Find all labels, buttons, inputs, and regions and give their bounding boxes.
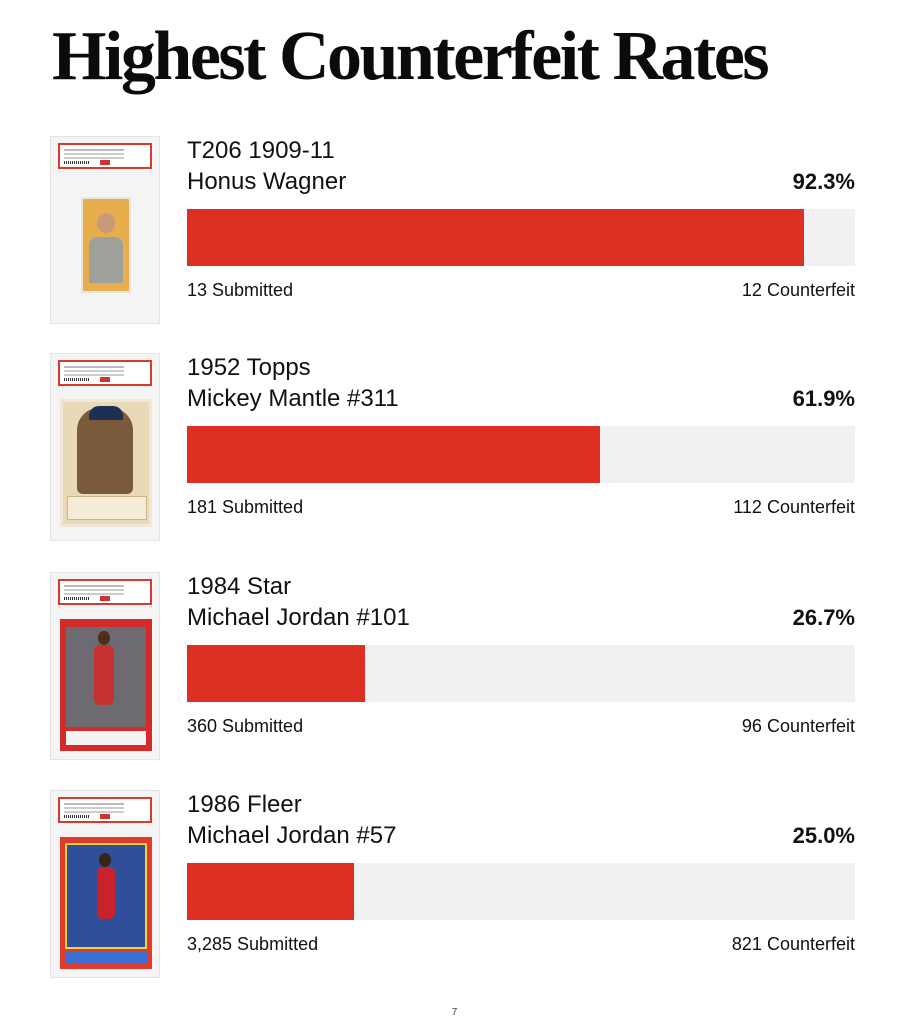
card-name-line2: Mickey Mantle #311 — [187, 385, 399, 412]
graded-card-image — [50, 790, 160, 978]
bar-track — [187, 863, 855, 920]
counterfeit-count: 12 Counterfeit — [741, 280, 855, 300]
grading-label — [58, 143, 152, 169]
grading-label — [58, 797, 152, 823]
submitted-count: 13 Submitted — [187, 280, 294, 300]
card-artwork — [60, 837, 152, 969]
card-name-line2: Michael Jordan #101 — [187, 604, 410, 631]
counterfeit-count: 96 Counterfeit — [741, 716, 855, 736]
card-artwork — [60, 619, 152, 751]
counterfeit-count: 112 Counterfeit — [733, 497, 855, 517]
card-name-line1: T206 1909-11 — [187, 137, 335, 164]
counterfeit-percent: 61.9% — [792, 386, 855, 411]
card-name-line1: 1984 Star — [187, 573, 292, 600]
card-name-line2: Honus Wagner — [187, 168, 347, 195]
counterfeit-percent: 92.3% — [792, 169, 855, 194]
page-number: 7 — [451, 1007, 458, 1018]
bar-track — [187, 209, 855, 266]
bar-fill — [187, 209, 804, 266]
bar-fill — [187, 426, 601, 483]
card-row-mickey-mantle: 1952 Topps Mickey Mantle #311 61.9% 181 … — [0, 353, 909, 553]
card-artwork — [60, 399, 152, 527]
page-title: Highest Counterfeit Rates — [52, 18, 770, 95]
card-name-line2: Michael Jordan #57 — [187, 822, 397, 849]
counterfeit-percent: 25.0% — [792, 823, 855, 848]
card-row-jordan-fleer: 1986 Fleer Michael Jordan #57 25.0% 3,28… — [0, 790, 909, 990]
graded-card-image — [50, 572, 160, 760]
submitted-count: 181 Submitted — [187, 497, 304, 517]
graded-card-image — [50, 353, 160, 541]
card-row-jordan-star: 1984 Star Michael Jordan #101 26.7% 360 … — [0, 572, 909, 772]
bar-fill — [187, 645, 366, 702]
grading-label — [58, 360, 152, 386]
grading-label — [58, 579, 152, 605]
card-name-line1: 1986 Fleer — [187, 791, 302, 818]
submitted-count: 3,285 Submitted — [187, 934, 319, 954]
card-artwork — [81, 197, 131, 293]
card-row-honus-wagner: T206 1909-11 Honus Wagner 92.3% 13 Submi… — [0, 136, 909, 336]
counterfeit-count: 821 Counterfeit — [731, 934, 855, 954]
submitted-count: 360 Submitted — [187, 716, 304, 736]
bar-track — [187, 645, 855, 702]
graded-card-image — [50, 136, 160, 324]
bar-fill — [187, 863, 354, 920]
card-name-line1: 1952 Topps — [187, 354, 311, 381]
counterfeit-percent: 26.7% — [792, 605, 855, 630]
bar-track — [187, 426, 855, 483]
